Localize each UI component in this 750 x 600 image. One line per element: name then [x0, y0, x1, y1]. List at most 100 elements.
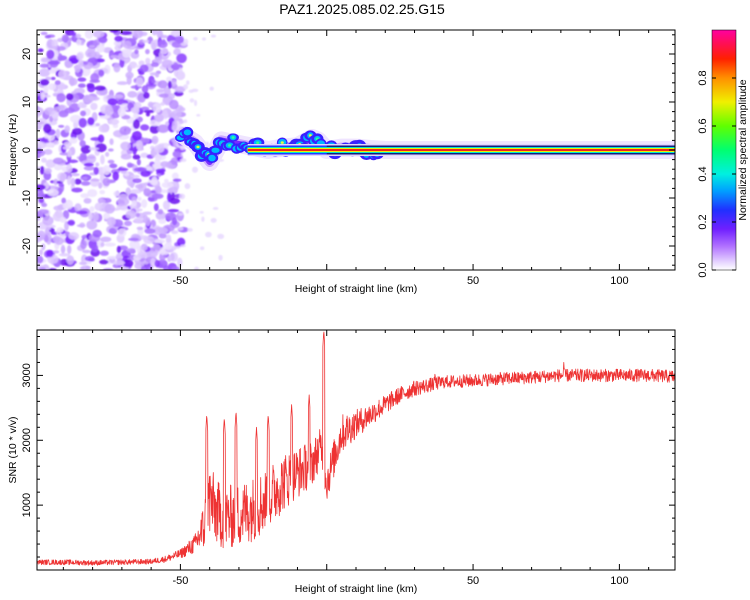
spectrogram-noise-blob [48, 83, 57, 91]
spectrogram-noise-blob [187, 228, 193, 232]
snr-x-axis-label: Height of straight line (km) [295, 583, 418, 595]
spectrogram-noise-blob [157, 209, 164, 215]
spectrogram-noise-blob [167, 93, 175, 100]
spectrogram-noise-blob [159, 34, 169, 39]
spectrogram-signal-blob-inner [211, 147, 220, 153]
spectrogram-noise-blob [80, 239, 87, 250]
spectrogram-noise-blob [99, 189, 106, 195]
spectrogram-noise-blob [120, 153, 132, 160]
spectrogram-noise-blob [83, 162, 94, 167]
spectrogram-carrier-red [247, 149, 675, 151]
spectrogram-y-tick-label: -10 [21, 190, 33, 206]
spectrogram-noise-blob [113, 62, 121, 73]
spectrogram-noise-blob [156, 173, 162, 178]
spectrogram-noise-blob [116, 81, 129, 86]
spectrogram-noise-blob [107, 159, 115, 164]
colorbar: 0.0 0.2 0.4 0.6 0.8 Normalized spectral ampl… [697, 29, 749, 278]
spectrogram-x-tick-label: 100 [610, 275, 628, 287]
spectrogram-noise-blob [64, 60, 72, 69]
spectrogram-noise-blob [169, 99, 179, 110]
spectrogram-y-tick-label: 0 [21, 147, 33, 153]
spectrogram-noise-blob [38, 68, 51, 77]
spectrogram-noise-blob [160, 48, 169, 55]
spectrogram-noise-blob [144, 228, 156, 234]
spectrogram-noise-blob [66, 175, 72, 186]
spectrogram-noise-blob [87, 189, 98, 198]
spectrogram-noise-blob [158, 93, 170, 98]
spectrogram-noise-blob [78, 117, 87, 128]
spectrogram-noise-blob [163, 242, 173, 250]
spectrogram-noise-blob [137, 196, 142, 201]
spectrogram-noise-blob [45, 143, 55, 147]
spectrogram-noise-blob [80, 193, 90, 199]
spectrogram-noise-blob [87, 117, 95, 126]
spectrogram-noise-blob [71, 187, 83, 193]
spectrogram-noise-blob [77, 83, 86, 88]
spectrogram-noise-blob [161, 181, 174, 189]
spectrogram-noise-blob [76, 38, 82, 46]
spectrogram-noise-blob [157, 259, 168, 269]
spectrogram-noise-blob [109, 30, 119, 33]
spectrogram-noise-blob [141, 199, 148, 208]
spectrogram-noise-blob [218, 254, 223, 261]
spectrogram-noise-blob [147, 101, 154, 108]
spectrogram-noise-blob [114, 45, 122, 51]
spectrogram-noise-blob [150, 39, 158, 50]
spectrogram-noise-blob [102, 177, 111, 187]
spectrogram-noise-blob [115, 253, 123, 262]
spectrogram-noise-blob [143, 109, 155, 114]
spectrogram-noise-blob [137, 251, 148, 259]
spectrogram-noise-blob [143, 92, 150, 99]
spectrogram-noise-blob [48, 60, 61, 65]
spectrogram-noise-blob [113, 94, 124, 99]
spectrogram-noise-blob [45, 76, 52, 81]
spectrogram-noise-blob [160, 161, 170, 168]
spectrogram-noise-blob [37, 48, 44, 53]
spectrogram-noise-blob [91, 244, 99, 253]
spectrogram-noise-blob [205, 231, 212, 238]
spectrogram-noise-blob [63, 141, 72, 147]
spectrogram-noise-blob [129, 189, 142, 194]
spectrogram-noise-blob [158, 226, 168, 234]
spectrogram-noise-blob [99, 115, 111, 119]
spectrogram-noise-blob [74, 64, 81, 73]
spectrogram-noise-blob [51, 45, 59, 50]
spectrogram-noise-blob [79, 261, 87, 266]
spectrogram-noise-blob [69, 31, 77, 36]
spectrogram-noise-blob [175, 70, 186, 81]
spectrogram-noise-blob [64, 107, 75, 114]
spectrogram-noise-blob [76, 52, 84, 61]
spectrogram-noise-blob [80, 144, 91, 154]
spectrogram-noise-blob [134, 217, 143, 223]
spectrogram-noise-blob [140, 106, 150, 111]
spectrogram-noise-blob [107, 148, 114, 152]
spectrogram-noise-blob [193, 36, 198, 41]
spectrogram-noise-blob [131, 200, 137, 207]
spectrogram-noise-blob [125, 187, 131, 196]
spectrogram-noise-blob [89, 206, 95, 212]
spectrogram-noise-blob [100, 236, 112, 243]
spectrogram-noise-blob [110, 54, 119, 59]
spectrogram-noise-blob [67, 220, 75, 226]
spectrogram-noise-blob [145, 217, 151, 227]
spectrogram-noise-blob [119, 125, 131, 136]
spectrogram-noise-blob [90, 178, 100, 182]
spectrogram-noise-blob [180, 244, 186, 248]
spectrogram-noise-blob [171, 266, 180, 270]
spectrogram-noise-blob [133, 112, 139, 119]
spectrogram-noise-blob [162, 200, 171, 210]
spectrogram-noise-blob [172, 150, 182, 158]
spectrogram-noise-blob [149, 124, 160, 134]
spectrogram-noise-blob [109, 138, 114, 146]
spectrogram-noise-blob [167, 80, 172, 89]
spectrogram-noise-blob [145, 112, 151, 117]
spectrogram-noise-blob [132, 119, 140, 130]
spectrogram-noise-blob [177, 227, 184, 231]
spectrogram-noise-blob [99, 250, 109, 256]
spectrogram-noise-blob [157, 80, 168, 89]
spectrogram-noise-blob [41, 157, 47, 163]
spectrogram-noise-blob [202, 37, 206, 41]
spectrogram-noise-blob [77, 77, 87, 82]
spectrogram-noise-blob [171, 79, 177, 87]
spectrogram-noise-blob [108, 227, 116, 234]
